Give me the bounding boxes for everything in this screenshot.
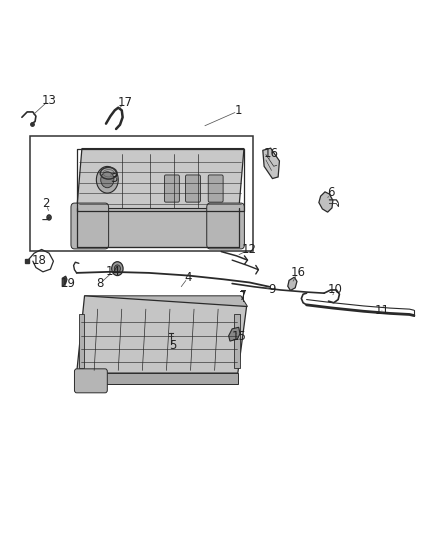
Polygon shape	[85, 296, 247, 306]
Text: 18: 18	[32, 254, 47, 266]
Text: 7: 7	[239, 290, 247, 303]
Circle shape	[96, 166, 118, 193]
Polygon shape	[319, 192, 333, 212]
Polygon shape	[77, 208, 239, 247]
FancyBboxPatch shape	[208, 175, 223, 202]
Text: 8: 8	[96, 277, 103, 290]
Text: 12: 12	[242, 243, 257, 256]
Text: 6: 6	[327, 187, 335, 199]
Text: 4: 4	[184, 271, 192, 284]
FancyBboxPatch shape	[71, 203, 109, 249]
Polygon shape	[288, 277, 297, 290]
Text: 2: 2	[42, 197, 50, 210]
Circle shape	[114, 265, 120, 272]
Bar	[30, 136, 253, 251]
Bar	[79, 314, 84, 368]
Polygon shape	[77, 149, 244, 211]
FancyBboxPatch shape	[74, 369, 107, 393]
Text: 15: 15	[232, 330, 247, 343]
Bar	[234, 314, 240, 368]
Text: 14: 14	[106, 265, 120, 278]
Text: 11: 11	[374, 304, 389, 317]
Text: 16: 16	[290, 266, 305, 279]
Text: 9: 9	[268, 284, 276, 296]
Text: 1: 1	[235, 104, 243, 117]
FancyBboxPatch shape	[207, 203, 244, 249]
Polygon shape	[229, 327, 240, 341]
FancyBboxPatch shape	[186, 175, 201, 202]
Circle shape	[101, 172, 114, 188]
Text: 13: 13	[42, 94, 57, 107]
Text: 17: 17	[117, 96, 132, 109]
Text: 19: 19	[60, 277, 75, 290]
Polygon shape	[62, 276, 67, 287]
Circle shape	[112, 262, 123, 276]
Text: 16: 16	[263, 147, 278, 160]
FancyBboxPatch shape	[164, 175, 180, 202]
Text: 5: 5	[170, 339, 177, 352]
Text: 3: 3	[110, 172, 117, 184]
Polygon shape	[77, 296, 247, 373]
Polygon shape	[77, 373, 238, 384]
Polygon shape	[263, 148, 279, 179]
Circle shape	[47, 215, 51, 220]
Text: 10: 10	[328, 284, 343, 296]
